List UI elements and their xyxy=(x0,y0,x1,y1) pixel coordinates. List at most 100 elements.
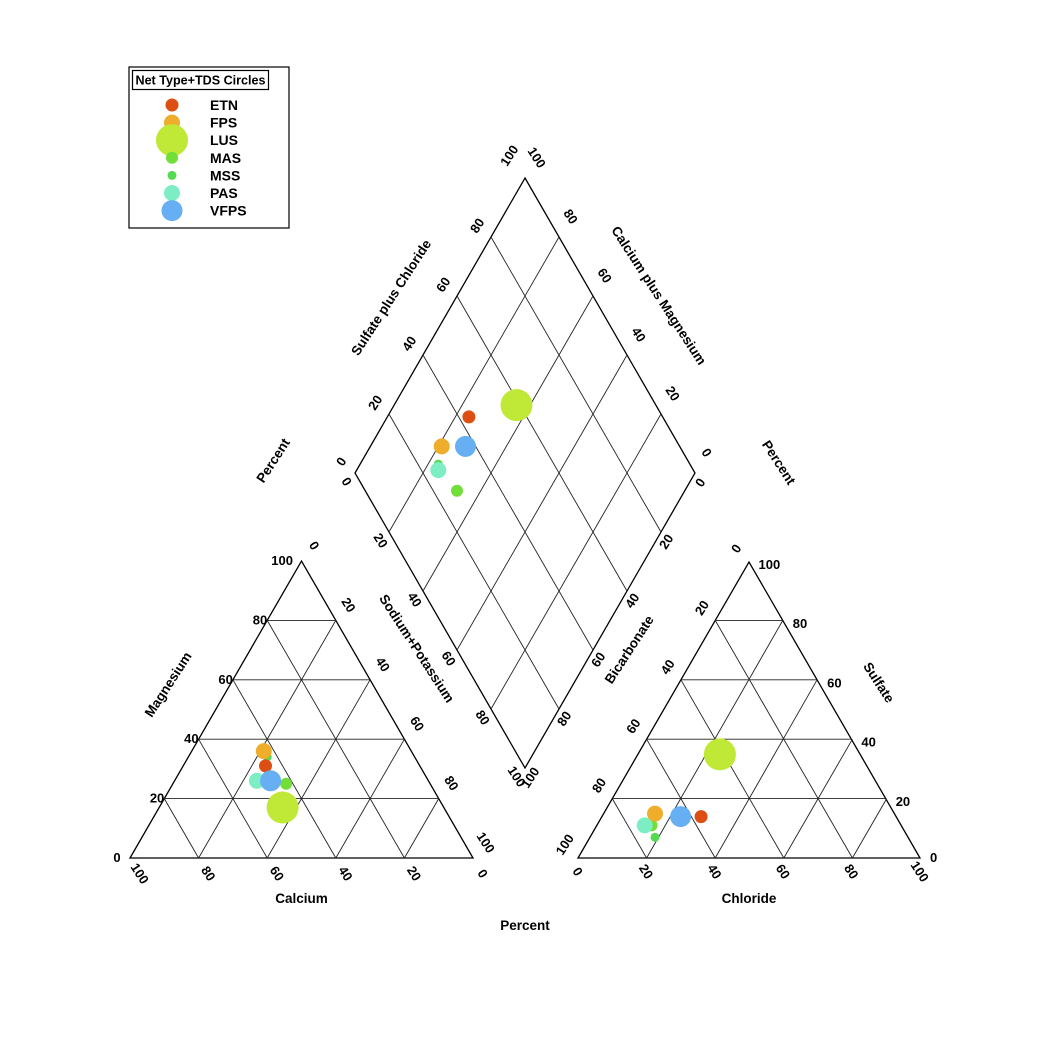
tick-label: 80 xyxy=(793,616,807,631)
sample-mas-diamond xyxy=(451,484,463,497)
axis-title-percent-bottom: Percent xyxy=(500,918,550,933)
axis-title-percent-left: Percent xyxy=(253,435,293,485)
sample-fps-cation xyxy=(255,743,272,760)
tick-label: 0 xyxy=(113,850,120,865)
tick-label: 40 xyxy=(399,333,419,353)
tick-label: 0 xyxy=(333,454,350,468)
sample-etn-cation xyxy=(259,759,272,773)
sample-lus-anion xyxy=(703,738,736,771)
tick-label: 0 xyxy=(692,475,709,489)
legend-swatch-etn xyxy=(165,98,179,112)
tick-label: 60 xyxy=(407,714,427,734)
axis-title-bicarbonate: Bicarbonate xyxy=(602,612,657,686)
legend-label-mas: MAS xyxy=(210,150,241,166)
axis-title-sulfate-plus-chloride: Sulfate plus Chloride xyxy=(348,236,434,358)
tick-label: 20 xyxy=(663,383,683,403)
sample-fps-anion xyxy=(647,805,663,822)
legend-label-lus: LUS xyxy=(210,132,238,148)
tick-label: 0 xyxy=(306,538,323,552)
tick-label: 60 xyxy=(595,265,615,285)
legend-row-mas: MAS xyxy=(166,150,241,166)
axis-title-calcium: Calcium xyxy=(275,891,328,906)
tick-label: 40 xyxy=(861,735,875,750)
tick-label: 100 xyxy=(271,553,293,568)
tick-label: 20 xyxy=(692,598,712,618)
tick-label: 60 xyxy=(623,716,643,736)
tick-label: 80 xyxy=(554,708,574,728)
tick-label: 40 xyxy=(657,657,677,677)
tick-label: 40 xyxy=(184,731,198,746)
legend-swatch-pas xyxy=(164,185,180,201)
legend-label-pas: PAS xyxy=(210,185,238,201)
axis-title-calcium-plus-magnesium: Calcium plus Magnesium xyxy=(608,224,709,368)
sample-pas-diamond xyxy=(430,462,447,479)
tick-label: 80 xyxy=(253,612,267,627)
tick-label: 40 xyxy=(629,324,649,344)
sample-lus-cation xyxy=(266,791,299,824)
tick-label: 20 xyxy=(636,861,656,881)
tick-label: 80 xyxy=(589,775,609,795)
sample-lus-diamond xyxy=(500,389,533,422)
tick-label: 60 xyxy=(773,861,793,881)
anion-triangle-grid xyxy=(576,560,922,859)
legend-row-vfps: VFPS xyxy=(161,200,247,222)
tick-label: 100 xyxy=(518,764,542,790)
legend-row-pas: PAS xyxy=(164,185,238,201)
tick-label: 80 xyxy=(473,707,493,727)
tick-label: 100 xyxy=(128,860,152,886)
tick-label: 60 xyxy=(267,863,287,883)
tick-label: 40 xyxy=(704,861,724,881)
tick-label: 80 xyxy=(467,215,487,235)
legend-row-etn: ETN xyxy=(165,97,238,113)
tick-label: 60 xyxy=(218,672,232,687)
data-points xyxy=(248,389,736,842)
tick-label: 60 xyxy=(827,675,841,690)
tick-label: 60 xyxy=(439,648,459,668)
legend-label-vfps: VFPS xyxy=(210,203,247,219)
tick-label: 60 xyxy=(588,649,608,669)
legend-border xyxy=(128,66,290,229)
legend-swatch-mss xyxy=(167,170,177,180)
legend-row-lus: LUS xyxy=(156,124,238,157)
tick-label: 100 xyxy=(474,829,498,855)
sample-fps-diamond xyxy=(433,438,450,455)
diamond-grid xyxy=(354,176,696,770)
tick-label: 100 xyxy=(908,858,932,884)
cation-triangle-grid xyxy=(128,559,475,859)
sample-etn-diamond xyxy=(462,410,476,424)
tick-label: 0 xyxy=(339,474,356,488)
tick-label: 20 xyxy=(656,531,676,551)
axis-title-magnesium: Magnesium xyxy=(142,649,195,719)
sample-pas-anion xyxy=(636,817,653,834)
sample-mss-anion xyxy=(650,832,660,842)
tick-label: 20 xyxy=(150,791,164,806)
sample-vfps-cation xyxy=(260,770,282,792)
tick-label: 100 xyxy=(497,142,521,168)
tick-label: 0 xyxy=(930,850,937,865)
tick-label: 80 xyxy=(441,773,461,793)
legend-swatch-mas xyxy=(166,151,178,164)
tick-label: 20 xyxy=(896,794,910,809)
tick-label: 40 xyxy=(373,654,393,674)
tick-label: 40 xyxy=(622,590,642,610)
legend: Net Type+TDS Circles ETN FPS LUS MAS MSS… xyxy=(128,66,290,229)
tick-label: 20 xyxy=(338,595,358,615)
tick-label: 0 xyxy=(728,541,745,555)
tick-label: 100 xyxy=(525,144,549,170)
legend-title: Net Type+TDS Circles xyxy=(136,73,266,88)
axis-title-chloride: Chloride xyxy=(722,891,777,906)
tick-label: 80 xyxy=(561,206,581,226)
tick-label: 0 xyxy=(570,864,587,878)
legend-swatch-vfps xyxy=(161,200,183,222)
tick-label: 60 xyxy=(433,274,453,294)
tick-label: 20 xyxy=(404,863,424,883)
tick-label: 100 xyxy=(759,557,781,572)
sample-etn-anion xyxy=(694,810,708,824)
legend-label-mss: MSS xyxy=(210,167,240,183)
tick-label: 40 xyxy=(405,589,425,609)
axis-title-percent-right: Percent xyxy=(759,438,799,488)
legend-row-mss: MSS xyxy=(167,167,240,183)
